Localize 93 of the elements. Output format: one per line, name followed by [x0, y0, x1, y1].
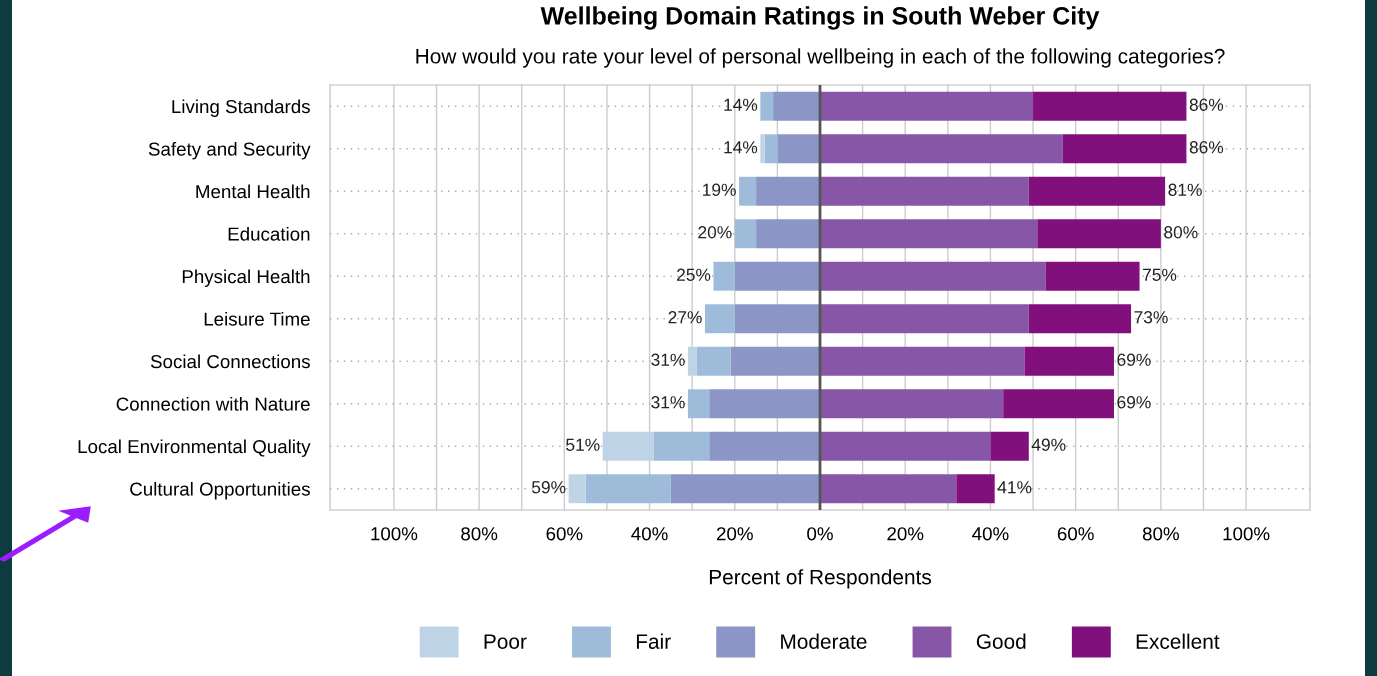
bar — [734, 219, 757, 249]
legend-label: Fair — [636, 633, 671, 649]
bar — [704, 304, 735, 334]
bar — [653, 431, 710, 461]
legend-label: Excellent — [1136, 633, 1220, 649]
annotation: 14% — [724, 141, 758, 154]
bar — [773, 91, 820, 121]
legend-label: Moderate — [781, 633, 867, 649]
annotation: 69% — [1117, 353, 1151, 366]
annotation: 51% — [566, 438, 600, 451]
bar — [820, 261, 1046, 291]
chart-title: Wellbeing Domain Ratings in South Weber City — [540, 6, 1100, 30]
bar — [777, 134, 820, 164]
y-tick-label: Education — [228, 226, 310, 241]
bar — [820, 176, 1029, 206]
annotation: 86% — [1189, 98, 1224, 111]
bar — [756, 176, 820, 206]
y-tick-label: Social Connections — [150, 354, 310, 369]
annotation: 31% — [651, 396, 685, 409]
bar — [820, 219, 1038, 249]
bar — [1045, 261, 1140, 291]
annotation: 75% — [1143, 268, 1177, 281]
bar — [602, 431, 654, 461]
bar — [990, 431, 1029, 461]
bar — [739, 176, 757, 206]
x-tick-label: 0% — [807, 527, 833, 541]
bar — [687, 346, 697, 376]
bar — [764, 134, 778, 164]
bar — [670, 474, 820, 504]
x-tick-label: 80% — [461, 527, 498, 541]
bar — [956, 474, 995, 504]
annotation: 49% — [1031, 438, 1066, 451]
bar — [820, 389, 1004, 419]
bar — [568, 474, 586, 504]
bar — [709, 389, 820, 419]
annotation: 27% — [668, 311, 702, 324]
bar — [696, 346, 731, 376]
bar — [820, 304, 1029, 334]
y-tick-label: Cultural Opportunities — [130, 481, 310, 500]
legend-label: Poor — [484, 634, 527, 649]
bar — [734, 261, 820, 291]
y-tick-label: Safety and Security — [148, 141, 311, 160]
annotation: 80% — [1164, 226, 1198, 239]
bar — [1037, 219, 1161, 249]
bar — [1024, 346, 1114, 376]
y-tick-label: Mental Health — [196, 184, 310, 199]
annotation: 86% — [1189, 141, 1224, 154]
bar — [687, 389, 710, 419]
bar — [820, 91, 1034, 121]
bar — [756, 219, 820, 249]
y-tick-label: Connection with Nature — [116, 396, 310, 411]
y-tick-label: Local Environmental Quality — [78, 439, 311, 457]
y-tick-label: Living Standards — [172, 99, 310, 117]
bar — [730, 346, 820, 376]
annotation: 25% — [677, 268, 711, 281]
x-tick-label: 80% — [1142, 527, 1179, 541]
annotation: 69% — [1117, 396, 1151, 409]
annotation: 81% — [1168, 183, 1202, 196]
bar — [709, 431, 820, 461]
annotation: 19% — [703, 183, 736, 196]
x-tick-label: 60% — [546, 527, 583, 541]
annotation: 31% — [651, 353, 685, 366]
bar — [713, 261, 735, 291]
bar — [820, 346, 1025, 376]
bar — [734, 304, 820, 334]
bar — [820, 431, 991, 461]
bar — [1062, 134, 1187, 164]
y-tick-label: Leisure Time — [204, 311, 310, 326]
annotation: 73% — [1134, 311, 1168, 324]
x-axis-title: Percent of Respondents — [709, 569, 932, 589]
bar — [760, 134, 765, 164]
bar — [760, 91, 774, 121]
x-tick-label: 20% — [716, 527, 753, 541]
bar — [585, 474, 671, 504]
x-tick-label: 40% — [631, 527, 668, 541]
y-tick-label: Physical Health — [182, 269, 310, 287]
bar — [820, 474, 957, 504]
x-tick-label: 100% — [371, 527, 418, 541]
legend-label: Good — [976, 633, 1026, 649]
x-tick-label: 40% — [972, 527, 1009, 541]
x-tick-label: 20% — [887, 527, 924, 541]
x-tick-label: 60% — [1057, 527, 1094, 541]
x-tick-label: 100% — [1223, 527, 1270, 541]
annotation: 14% — [724, 98, 758, 111]
annotation: 20% — [698, 226, 732, 239]
bar — [1033, 91, 1187, 121]
bar — [1003, 389, 1114, 419]
bar — [820, 134, 1063, 164]
annotation: 41% — [997, 481, 1032, 494]
bar — [1028, 176, 1166, 206]
annotation: 59% — [532, 481, 566, 494]
chart-subtitle: How would you rate your level of personal wellbeing in each of the following categories? — [416, 48, 1225, 68]
bar — [1028, 304, 1132, 334]
